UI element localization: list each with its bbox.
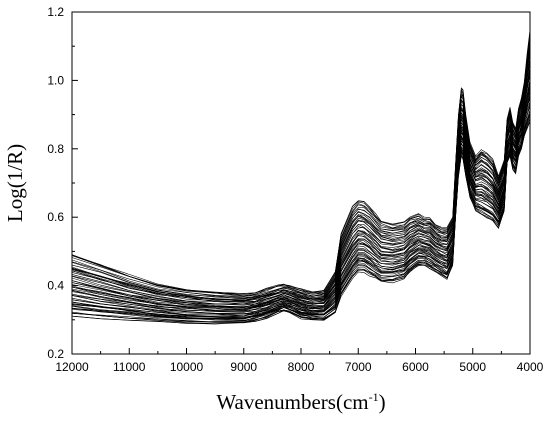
x-axis-title-main: Wavenumbers(cm [216, 390, 368, 414]
spectrum-line [71, 47, 531, 299]
spectrum-line [71, 34, 531, 295]
y-tick-label: 1.0 [47, 73, 64, 87]
x-axis-title: Wavenumbers(cm-1) [216, 390, 385, 414]
spectrum-line [71, 34, 531, 294]
spectrum-line [71, 46, 531, 302]
x-tick-label: 11000 [113, 360, 146, 374]
spectrum-line [71, 37, 531, 301]
spectrum-line [71, 43, 531, 300]
y-tick-label: 0.8 [47, 142, 64, 156]
y-tick-label: 0.4 [47, 279, 64, 293]
x-tick-label: 4000 [517, 360, 544, 374]
x-tick-label: 12000 [55, 360, 89, 374]
spectrum-line [71, 42, 531, 298]
x-axis-title-superscript: -1 [369, 390, 379, 404]
x-tick-label: 6000 [402, 360, 429, 374]
x-axis: 12000 11000 10000 9000 8000 7000 6000 5000 4000 [55, 348, 544, 374]
y-tick-label: 1.2 [47, 5, 64, 19]
spectrum-line [71, 37, 531, 297]
x-tick-label: 10000 [170, 360, 204, 374]
x-tick-label: 8000 [288, 360, 315, 374]
y-axis-title: Log(1/R) [3, 144, 27, 222]
spectrum-line [71, 44, 531, 301]
spectrum-line [71, 38, 531, 297]
x-tick-label: 9000 [230, 360, 257, 374]
y-axis: 0.2 0.4 0.6 0.8 1.0 1.2 [47, 5, 78, 361]
y-tick-label: 0.2 [47, 347, 64, 361]
x-tick-label: 5000 [459, 360, 486, 374]
spectrum-line [71, 29, 531, 294]
spectrum-line [71, 37, 531, 296]
spectrum-line [71, 35, 531, 300]
spectra-lines [71, 29, 531, 325]
y-tick-label: 0.6 [47, 210, 64, 224]
x-axis-title-suffix: ) [379, 390, 386, 414]
x-tick-label: 7000 [345, 360, 372, 374]
